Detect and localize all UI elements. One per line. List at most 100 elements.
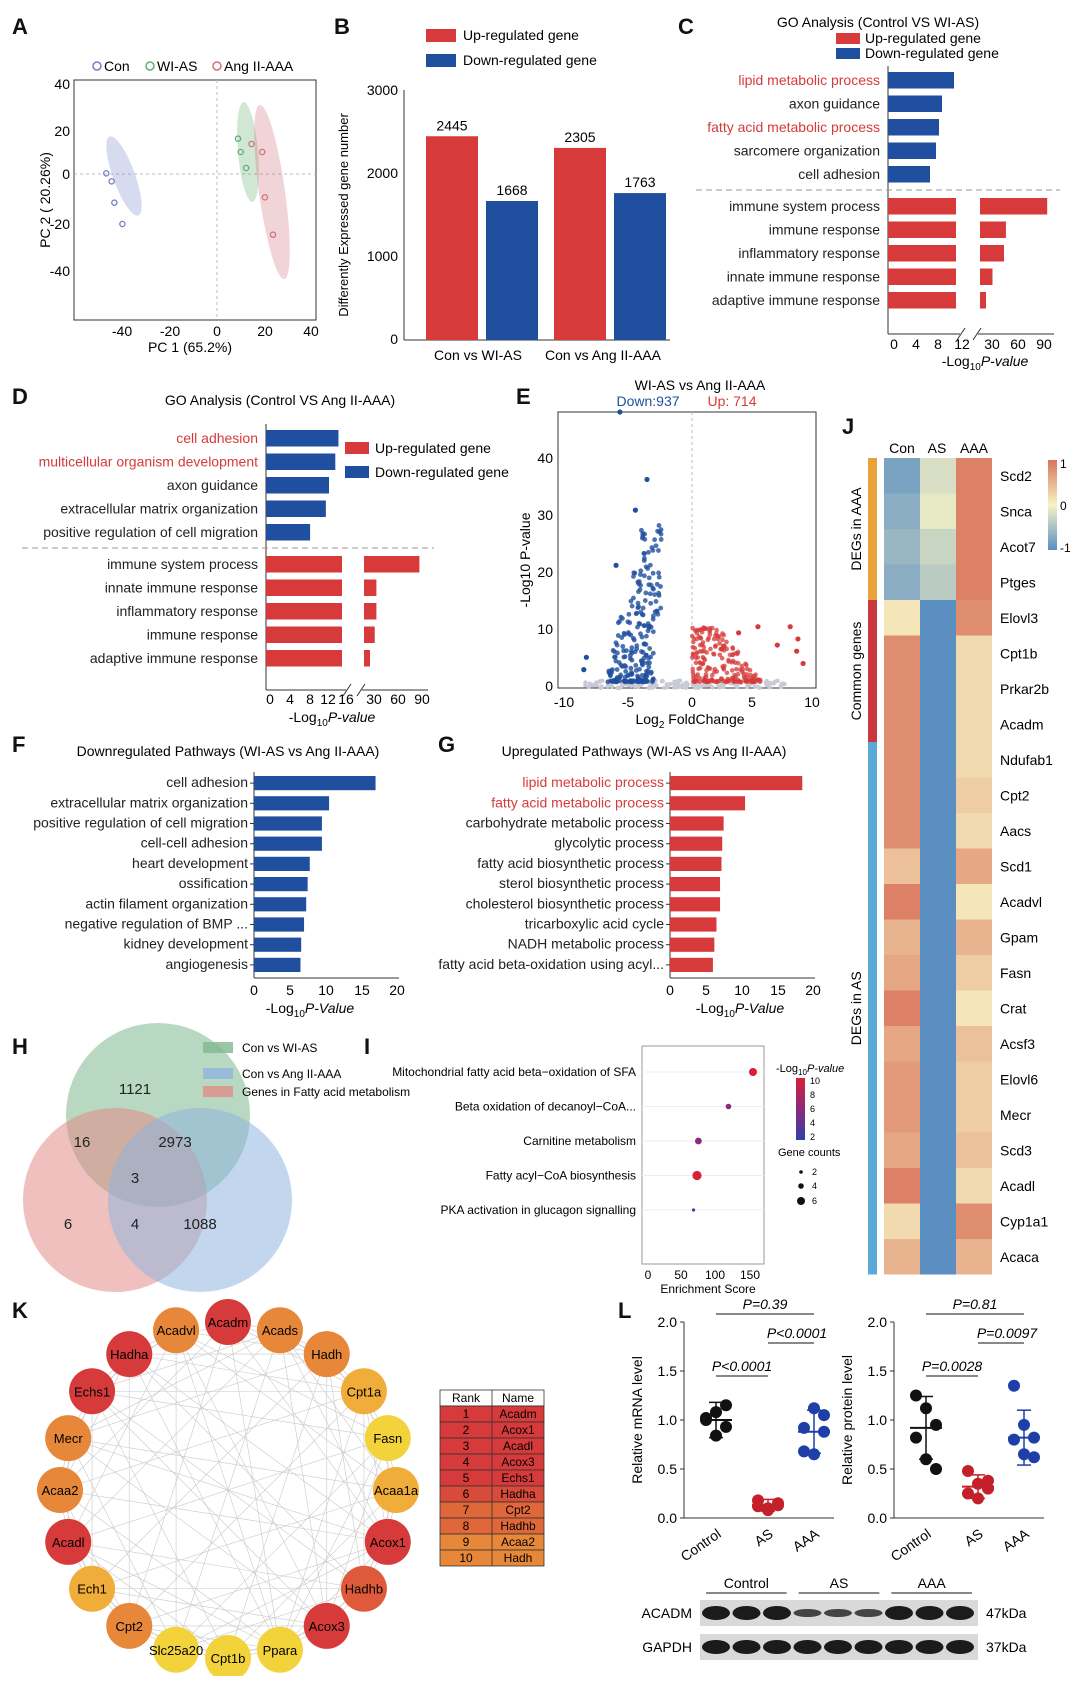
panel-l-validation: 0.0 0.5 1.0 1.5 2.0 Relative mRNA level Contro…	[629, 1296, 1044, 1660]
volcano-point-ns	[597, 679, 602, 684]
volcano-point-up	[719, 655, 725, 661]
volcano-point-down	[626, 611, 632, 617]
l-point	[982, 1474, 994, 1487]
pathway-label: lipid metabolic process	[522, 774, 664, 790]
volcano-point-up	[729, 675, 735, 681]
volcano-point-down	[658, 537, 664, 542]
venn-count-top-right: 2973	[158, 1134, 191, 1151]
network-edge	[326, 1354, 365, 1589]
heat-gene-label: Ptges	[1000, 574, 1036, 590]
d-xtick: 30	[366, 691, 382, 707]
volcano-point-up	[697, 642, 703, 648]
l-mrna-plot: 0.0 0.5 1.0 1.5 2.0 Relative mRNA level Contro…	[629, 1296, 834, 1564]
network-edge	[227, 1321, 365, 1392]
g-xtick: 20	[805, 982, 821, 998]
go-down-term: fatty acid metabolic process	[707, 119, 880, 135]
i-xtick: 100	[705, 1268, 725, 1282]
blot-row-name: GAPDH	[642, 1639, 692, 1655]
c-xticks: 0 4 8 12 30 60 90	[890, 336, 1052, 352]
network-edge	[59, 1321, 229, 1491]
i-size-dot-large	[797, 1197, 805, 1205]
blot-band	[793, 1609, 822, 1617]
volcano-point-up	[708, 646, 713, 652]
volcano-point-down	[629, 645, 635, 651]
l-p-top: P=0.81	[953, 1296, 998, 1312]
panel-c-go-wias: GO Analysis (Control VS WI-AS) Up-regula…	[696, 14, 1060, 373]
heat-cell	[884, 1097, 920, 1133]
network-node-label: Acox1	[370, 1535, 406, 1550]
heat-cell	[884, 1061, 920, 1097]
volcano-point-ns	[583, 680, 588, 685]
volcano-point-ns	[717, 684, 722, 690]
c-legend-up-label: Up-regulated gene	[865, 30, 981, 46]
rank-cell: 9	[463, 1535, 470, 1549]
heat-gene-label: Mecr	[1000, 1107, 1031, 1123]
network-node-label: Acaa2	[42, 1483, 79, 1498]
f-xlabel: -Log10P-Value	[266, 1000, 355, 1020]
l-point	[962, 1464, 974, 1477]
panel-letter-k: K	[12, 1298, 28, 1323]
l-category: AAA	[790, 1525, 823, 1555]
volcano-point-down	[628, 598, 634, 604]
blot-band	[793, 1640, 822, 1654]
pathway-label: kidney development	[123, 936, 248, 952]
volcano-point-up	[713, 644, 718, 649]
l-western-blot: Control AS AAA ACADM 47kDa GAPDH 37kDa	[641, 1575, 1027, 1660]
pathway-label: extracellular matrix organization	[50, 794, 248, 810]
b-xtick: Con vs Ang II-AAA	[545, 347, 662, 363]
volcano-point-down	[650, 629, 656, 635]
go-up-term: immune response	[147, 626, 258, 642]
heat-cell	[920, 813, 956, 849]
c-title: GO Analysis (Control VS WI-AS)	[777, 14, 979, 30]
legend-aaa-marker	[212, 61, 222, 71]
network-edge	[68, 1330, 281, 1543]
volcano-point-up	[707, 666, 713, 671]
network-edge	[175, 1330, 328, 1627]
go-up-bar-left	[888, 245, 956, 262]
volcano-point-down	[632, 507, 639, 513]
heat-cell	[956, 1168, 992, 1204]
l-ytick: 0.0	[658, 1510, 678, 1526]
d-xlabel-suffix: P-value	[328, 709, 376, 725]
heat-cell	[920, 1239, 956, 1275]
c-xtick: 60	[1010, 336, 1026, 352]
c-xtick: 30	[984, 336, 1000, 352]
network-edge	[68, 1437, 397, 1491]
enrichment-term: Fatty acyl−CoA biosynthesis	[486, 1169, 636, 1183]
go-down-term: multicellular organism development	[39, 453, 259, 469]
network-edge	[68, 1541, 281, 1651]
d-legend-up-swatch	[345, 442, 369, 454]
d-title: GO Analysis (Control VS Ang II-AAA)	[165, 392, 395, 408]
rank-cell: 2	[463, 1423, 470, 1437]
i-xtick: 0	[645, 1268, 652, 1282]
pathway-label: fatty acid metabolic process	[491, 794, 664, 810]
heat-cell	[956, 848, 992, 884]
a-yticks: 40 20 0 -20 -40	[50, 76, 70, 279]
volcano-point-up	[715, 636, 721, 642]
volcano-point-up	[755, 677, 761, 683]
i-size-ticks: 2 4 6	[812, 1167, 817, 1206]
enrichment-term: Carnitine metabolism	[523, 1134, 636, 1148]
volcano-point-up	[701, 644, 707, 650]
volcano-point-up	[691, 675, 696, 681]
heat-gene-label: Elovl6	[1000, 1071, 1038, 1087]
heat-cell	[956, 884, 992, 920]
volcano-point-ns	[780, 681, 785, 686]
e-ytick: 30	[537, 507, 553, 523]
l-ytick: 2.0	[658, 1314, 678, 1330]
i-size-tick: 6	[812, 1196, 817, 1206]
volcano-point-up	[698, 660, 703, 666]
heat-group-label: DEGs in AS	[848, 971, 864, 1045]
e-ytick: 40	[537, 450, 553, 466]
volcano-point-down	[614, 642, 620, 648]
volcano-point-up	[740, 669, 745, 674]
volcano-point-up	[692, 679, 697, 685]
panel-f-down-pathways: Downregulated Pathways (WI-AS vs Ang II-…	[33, 743, 405, 1020]
blot-band	[732, 1606, 761, 1620]
d-xtick: 90	[414, 691, 430, 707]
volcano-point-down	[647, 591, 653, 597]
volcano-point-down	[622, 679, 628, 685]
d-xlabel-sub: 10	[317, 718, 329, 729]
go-up-term: immune system process	[107, 556, 258, 572]
